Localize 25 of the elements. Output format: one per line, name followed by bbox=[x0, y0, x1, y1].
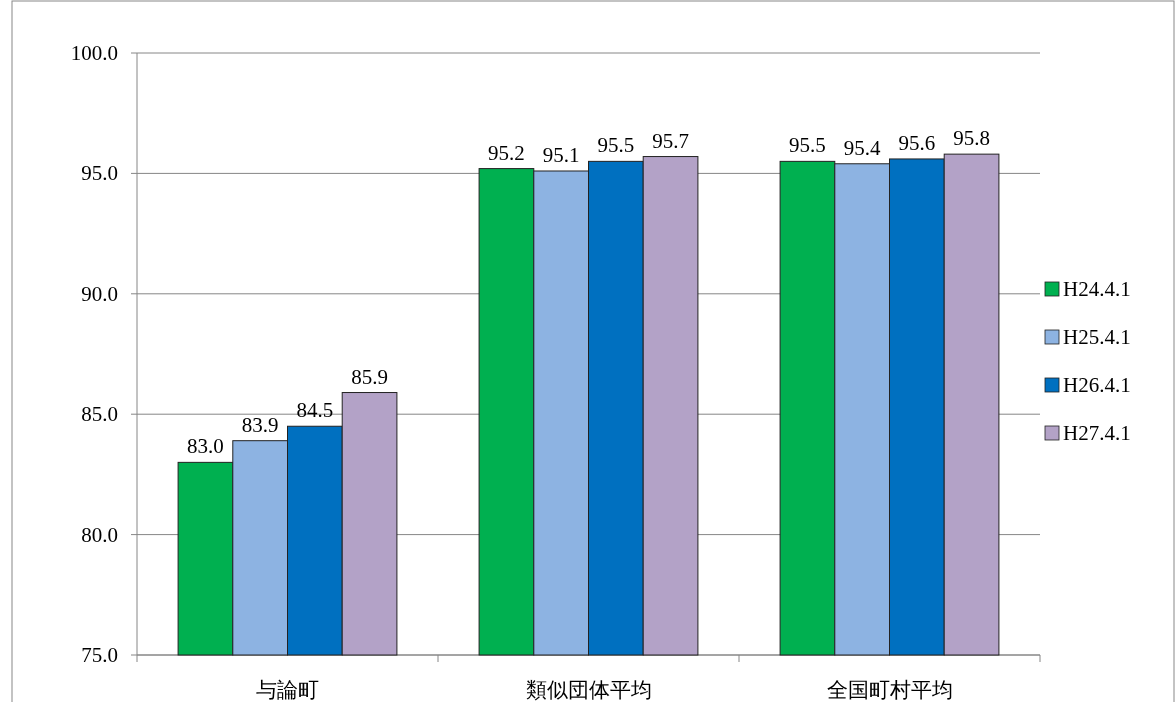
legend-label: H26.4.1 bbox=[1063, 373, 1131, 397]
data-label: 95.4 bbox=[843, 135, 882, 160]
data-label: 95.5 bbox=[789, 133, 826, 158]
legend-label: H27.4.1 bbox=[1063, 421, 1131, 445]
x-tick-label: 類似団体平均 bbox=[525, 678, 652, 702]
data-label: 95.5 bbox=[597, 133, 635, 158]
data-label: 95.2 bbox=[488, 140, 525, 165]
data-label: 83.0 bbox=[187, 434, 224, 459]
data-label: 85.9 bbox=[351, 364, 388, 389]
y-tick-label: 90.0 bbox=[81, 281, 118, 306]
y-tick-label: 100.0 bbox=[70, 41, 118, 65]
data-label: 95.1 bbox=[542, 142, 580, 167]
y-tick-label: 75.0 bbox=[81, 643, 118, 667]
x-tick-label: 全国町村平均 bbox=[826, 678, 953, 702]
y-tick-label: 80.0 bbox=[81, 522, 118, 547]
y-tick-label: 95.0 bbox=[81, 161, 118, 186]
data-label: 84.5 bbox=[296, 398, 334, 423]
legend-label: H25.4.1 bbox=[1063, 325, 1131, 349]
data-label: 95.8 bbox=[953, 126, 990, 151]
data-label: 95.7 bbox=[652, 128, 689, 153]
legend-label: H24.4.1 bbox=[1063, 277, 1131, 301]
y-tick-label: 85.0 bbox=[81, 402, 118, 427]
x-tick-label: 与論町 bbox=[256, 678, 319, 702]
data-label: 83.9 bbox=[241, 412, 279, 437]
data-label: 95.6 bbox=[898, 130, 936, 155]
